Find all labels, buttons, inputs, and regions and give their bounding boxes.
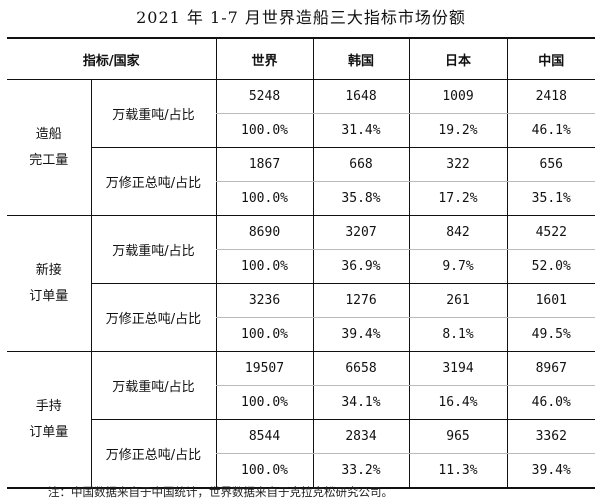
header-japan: 日本 <box>408 37 507 80</box>
share-cell: 39.4% <box>506 453 595 489</box>
table-row: 100.0% 34.1% 16.4% 46.0% <box>7 385 595 420</box>
share-cell: 52.0% <box>506 249 595 284</box>
metric-label: 万修正总吨/占比 <box>90 283 216 352</box>
share-cell: 100.0% <box>215 249 313 284</box>
value-cell: 261 <box>408 283 507 318</box>
share-cell: 39.4% <box>312 317 409 352</box>
value-cell: 2418 <box>506 79 595 114</box>
group-label-line2: 订单量 <box>29 424 69 440</box>
share-cell: 100.0% <box>215 453 313 489</box>
table-row: 万修正总吨/占比 1867 668 322 656 <box>7 147 595 216</box>
share-cell: 8.1% <box>408 317 507 352</box>
table-row: 造船 完工量 万载重吨/占比 5248 1648 1009 2418 <box>7 79 595 216</box>
value-cell: 6658 <box>312 351 409 386</box>
value-cell: 3236 <box>215 283 313 318</box>
value-cell: 8967 <box>506 351 595 386</box>
group-label-line2: 完工量 <box>29 152 69 168</box>
table-row: 万修正总吨/占比 3236 1276 261 1601 <box>7 283 595 352</box>
header-row: 指标/国家 世界 韩国 日本 中国 <box>7 37 595 80</box>
group-label-line2: 订单量 <box>29 288 69 304</box>
share-cell: 33.2% <box>312 453 409 489</box>
value-cell: 1601 <box>506 283 595 318</box>
share-cell: 11.3% <box>408 453 507 489</box>
share-cell: 31.4% <box>312 113 409 148</box>
value-cell: 3362 <box>506 419 595 454</box>
header-china: 中国 <box>506 37 595 80</box>
share-cell: 100.0% <box>215 317 313 352</box>
group-label-line1: 手持 <box>35 398 62 414</box>
table-row: 新接 订单量 万载重吨/占比 8690 3207 842 4522 <box>7 215 595 352</box>
share-cell: 35.8% <box>312 181 409 216</box>
table-row: 100.0% 33.2% 11.3% 39.4% <box>7 453 595 489</box>
value-cell: 1867 <box>215 147 313 182</box>
table-row: 100.0% 31.4% 19.2% 46.1% <box>7 113 595 148</box>
value-cell: 8690 <box>215 215 313 250</box>
table-body: 造船 完工量 万载重吨/占比 5248 1648 1009 2418 100.0% 31.4% 1… <box>7 79 595 489</box>
metric-label: 万修正总吨/占比 <box>90 147 216 216</box>
group-label: 新接 订单量 <box>7 215 91 352</box>
metric-label: 万载重吨/占比 <box>90 351 216 420</box>
share-cell: 49.5% <box>506 317 595 352</box>
table-row: 100.0% 39.4% 8.1% 49.5% <box>7 317 595 352</box>
group-label: 手持 订单量 <box>7 351 91 489</box>
footnote: 注：中国数据来自于中国统计，世界数据来自于克拉克松研究公司。 <box>48 485 393 499</box>
group-label-line1: 新接 <box>35 262 62 278</box>
share-cell: 100.0% <box>215 113 313 148</box>
value-cell: 8544 <box>215 419 313 454</box>
value-cell: 19507 <box>215 351 313 386</box>
share-cell: 9.7% <box>408 249 507 284</box>
header-world: 世界 <box>215 37 313 80</box>
share-cell: 16.4% <box>408 385 507 420</box>
table-title: 2021 年 1-7 月世界造船三大指标市场份额 <box>136 8 466 27</box>
share-cell: 19.2% <box>408 113 507 148</box>
value-cell: 4522 <box>506 215 595 250</box>
header-indicator: 指标/国家 <box>7 37 216 80</box>
share-cell: 100.0% <box>215 181 313 216</box>
metric-label: 万载重吨/占比 <box>90 215 216 284</box>
group-label-line1: 造船 <box>35 126 62 142</box>
table-row: 手持 订单量 万载重吨/占比 19507 6658 3194 8967 <box>7 351 595 489</box>
value-cell: 1276 <box>312 283 409 318</box>
value-cell: 5248 <box>215 79 313 114</box>
table-row: 100.0% 36.9% 9.7% 52.0% <box>7 249 595 284</box>
share-cell: 34.1% <box>312 385 409 420</box>
value-cell: 965 <box>408 419 507 454</box>
market-share-table: 指标/国家 世界 韩国 日本 中国 造船 完工量 万载重吨/占比 5248 1648 10… <box>7 37 595 489</box>
table-row: 100.0% 35.8% 17.2% 35.1% <box>7 181 595 216</box>
value-cell: 1648 <box>312 79 409 114</box>
share-cell: 17.2% <box>408 181 507 216</box>
share-cell: 46.0% <box>506 385 595 420</box>
value-cell: 1009 <box>408 79 507 114</box>
share-cell: 46.1% <box>506 113 595 148</box>
share-cell: 100.0% <box>215 385 313 420</box>
value-cell: 3194 <box>408 351 507 386</box>
header-korea: 韩国 <box>312 37 409 80</box>
value-cell: 322 <box>408 147 507 182</box>
value-cell: 656 <box>506 147 595 182</box>
value-cell: 2834 <box>312 419 409 454</box>
value-cell: 668 <box>312 147 409 182</box>
share-cell: 35.1% <box>506 181 595 216</box>
share-cell: 36.9% <box>312 249 409 284</box>
metric-label: 万修正总吨/占比 <box>90 419 216 489</box>
value-cell: 3207 <box>312 215 409 250</box>
table-row: 万修正总吨/占比 8544 2834 965 3362 <box>7 419 595 489</box>
value-cell: 842 <box>408 215 507 250</box>
metric-label: 万载重吨/占比 <box>90 79 216 148</box>
group-label: 造船 完工量 <box>7 79 91 216</box>
